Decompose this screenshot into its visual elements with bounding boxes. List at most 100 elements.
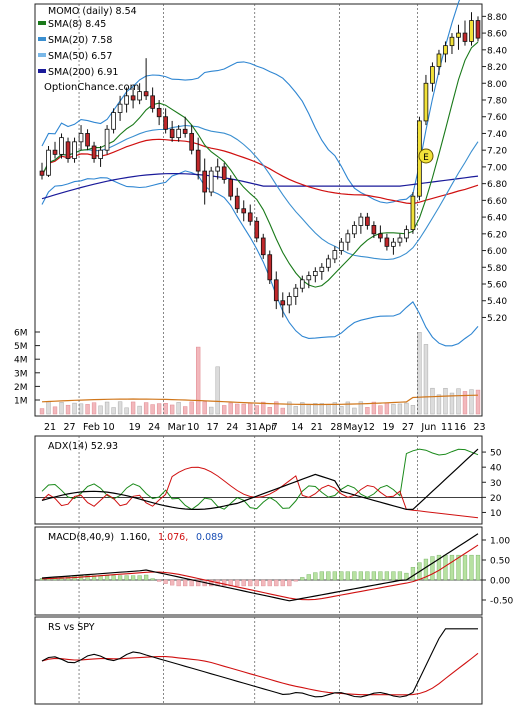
candle-body	[221, 166, 227, 180]
volume-bar	[313, 403, 318, 415]
price-tick-label: 8.20	[487, 63, 507, 73]
price-panel-frame	[34, 3, 483, 417]
volume-bar	[78, 403, 84, 415]
volume-bar	[456, 388, 461, 415]
candle-body	[273, 279, 279, 302]
legend-sma200: SMA(200) 6.91	[48, 67, 118, 78]
candle-body	[163, 116, 168, 130]
x-tick-label: Mar	[168, 422, 186, 433]
volume-bar	[436, 394, 442, 415]
candle-body	[449, 36, 455, 47]
price-tick-label: 5.80	[487, 264, 507, 274]
macd-histogram-bar	[274, 579, 279, 587]
adx-tick-label: 10	[490, 509, 502, 519]
macd-histogram-bar	[124, 575, 129, 581]
macd-histogram-bar	[267, 579, 272, 587]
volume-bar	[143, 402, 149, 415]
macd-signal-value: 1.076,	[158, 532, 188, 543]
candle-body	[443, 45, 448, 55]
macd-histogram-bar	[391, 571, 396, 581]
volume-average-line	[41, 394, 479, 406]
candle-body	[91, 145, 97, 159]
legend-swatch-sma50	[38, 53, 46, 57]
candle-body	[384, 237, 390, 247]
volume-bar	[176, 402, 181, 415]
bollinger-bands	[41, 0, 479, 347]
candle-body	[293, 287, 299, 297]
macd-histogram-bar	[254, 579, 259, 587]
chart-title: MOMO (daily) 8.54	[48, 6, 137, 17]
legend-sma8: SMA(8) 8.45	[48, 19, 106, 30]
volume-tick-label: 6M	[14, 329, 28, 339]
candle-body	[150, 95, 155, 109]
macd-histogram-bar	[157, 579, 162, 582]
candle-body	[345, 233, 351, 243]
macd-histogram-bar	[397, 571, 403, 581]
adx-tick-label: 40	[490, 464, 502, 474]
macd-histogram-bar	[163, 579, 168, 584]
candle-body	[456, 32, 461, 38]
volume-bar	[443, 387, 448, 415]
volume-bar	[410, 405, 416, 415]
volume-bar	[404, 402, 409, 415]
candle-body	[410, 195, 416, 231]
macd-histogram-bar	[313, 572, 318, 581]
x-tick-label: 24	[148, 422, 160, 433]
volume-tick-label: 1M	[14, 397, 28, 407]
x-tick-label: 7	[272, 422, 278, 433]
volume-bar	[365, 407, 370, 415]
volume-bar	[209, 406, 214, 415]
x-tick-label: 31	[246, 422, 258, 433]
x-tick-label: Feb	[83, 422, 100, 433]
candle-body	[254, 220, 260, 239]
macd-histogram-bar	[261, 579, 266, 587]
volume-bar	[163, 403, 168, 415]
indicator-lines	[39, 448, 481, 698]
candle-body	[430, 66, 435, 84]
bollinger-lower	[41, 170, 479, 347]
candle-body	[46, 149, 51, 176]
macd-histogram-bar	[319, 571, 324, 581]
volume-bar	[215, 366, 220, 415]
adx-tick-label: 30	[490, 479, 502, 489]
price-tick-label: 5.20	[487, 314, 507, 324]
x-tick-label: 23	[473, 422, 485, 433]
x-tick-label: 27	[64, 422, 76, 433]
price-tick-label: 7.40	[487, 130, 507, 140]
volume-bar	[384, 402, 390, 415]
x-tick-label: 12	[363, 422, 375, 433]
volume-bar	[91, 402, 97, 415]
macd-histogram-bar	[209, 579, 214, 587]
macd-histogram-bar	[241, 579, 246, 587]
x-tick-label: 14	[291, 422, 303, 433]
volume-bar	[293, 406, 298, 415]
macd-value: 1.160,	[120, 532, 150, 543]
candle-body	[234, 195, 240, 210]
volume-bar	[52, 406, 58, 415]
candle-body	[260, 237, 266, 256]
candle-body	[72, 141, 77, 159]
sma20-line	[41, 124, 479, 261]
macd-histogram-bar	[475, 554, 481, 581]
macd-histogram-bar	[423, 558, 429, 581]
macd-histogram-bar	[111, 575, 116, 581]
macd-histogram-bar	[456, 554, 461, 581]
macd-histogram-bar	[117, 575, 123, 581]
volume-tick-label: 4M	[14, 356, 28, 366]
price-tick-label: 5.40	[487, 297, 507, 307]
macd-histogram-bar	[345, 571, 350, 581]
candle-body	[189, 133, 194, 151]
candle-body	[358, 216, 364, 226]
volume-tick-label: 3M	[14, 369, 28, 379]
legend-sma50: SMA(50) 6.57	[48, 51, 112, 62]
macd-tick-label: 0.50	[490, 557, 510, 567]
volume-bar	[462, 391, 468, 415]
macd-histogram-bar	[371, 571, 377, 581]
price-tick-label: 7.80	[487, 97, 507, 107]
macd-signal-line	[41, 544, 479, 601]
legend-swatch-sma200	[38, 69, 46, 73]
macd-histogram-bar	[104, 575, 110, 581]
adx-line	[41, 448, 479, 510]
volume-bar	[391, 403, 396, 415]
candle-body	[195, 149, 201, 172]
